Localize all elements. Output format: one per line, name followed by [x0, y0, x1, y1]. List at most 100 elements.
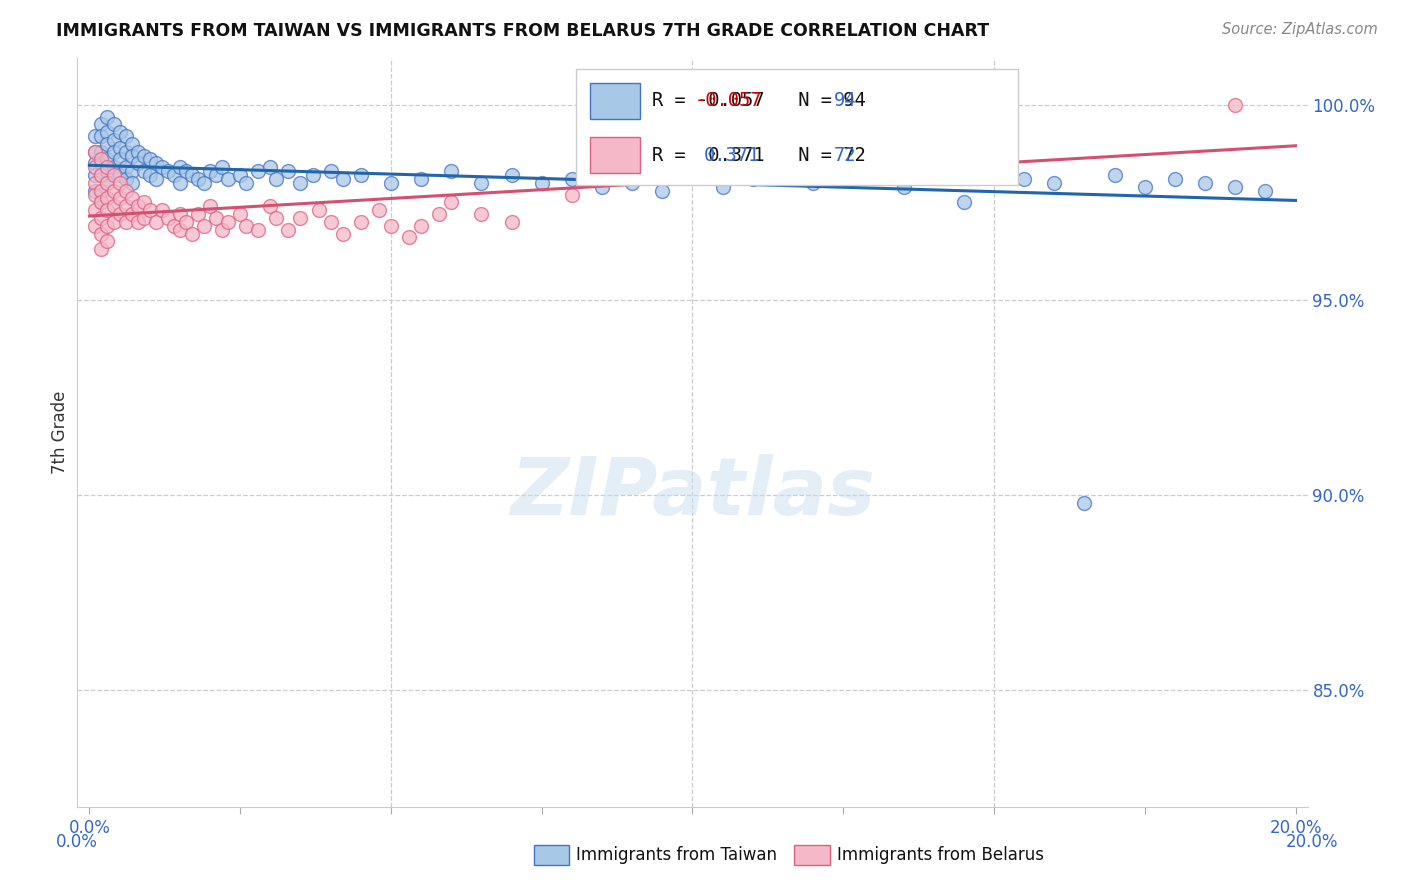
Point [470, 176, 492, 190]
Point [1254, 184, 1277, 198]
Point [247, 164, 270, 178]
Point [138, 168, 160, 182]
Point [90, 184, 112, 198]
Text: IMMIGRANTS FROM TAIWAN VS IMMIGRANTS FROM BELARUS 7TH GRADE CORRELATION CHART: IMMIGRANTS FROM TAIWAN VS IMMIGRANTS FRO… [56, 22, 990, 40]
Point [84, 184, 107, 198]
Point [156, 211, 179, 225]
Point [145, 172, 167, 186]
Point [114, 145, 136, 159]
Point [180, 168, 202, 182]
Point [96, 125, 118, 139]
Point [103, 145, 125, 159]
Point [350, 168, 373, 182]
Point [187, 207, 209, 221]
Point [90, 184, 112, 198]
Point [1225, 179, 1247, 194]
Point [114, 161, 136, 175]
Text: Immigrants from Taiwan: Immigrants from Taiwan [576, 847, 778, 864]
Point [121, 176, 143, 190]
Point [470, 207, 492, 221]
Point [114, 172, 136, 186]
Point [103, 133, 125, 147]
Point [84, 161, 107, 175]
Point [145, 156, 167, 170]
Point [90, 211, 112, 225]
Point [90, 168, 112, 182]
Point [1073, 496, 1095, 510]
Point [108, 176, 131, 190]
Point [121, 136, 143, 151]
Point [90, 242, 112, 256]
Point [90, 117, 112, 131]
Point [409, 172, 432, 186]
Point [108, 153, 131, 167]
Point [156, 164, 179, 178]
Point [127, 145, 149, 159]
Point [169, 176, 191, 190]
Text: 72: 72 [834, 146, 856, 165]
Point [174, 215, 197, 229]
Text: ZIPatlas: ZIPatlas [510, 453, 875, 532]
Point [229, 168, 252, 182]
Point [121, 164, 143, 178]
Point [290, 211, 312, 225]
Point [440, 164, 463, 178]
Point [621, 176, 644, 190]
Point [145, 215, 167, 229]
Point [103, 168, 125, 182]
Point [198, 199, 221, 213]
Point [84, 219, 107, 233]
Y-axis label: 7th Grade: 7th Grade [51, 391, 69, 475]
Point [150, 203, 173, 218]
Point [801, 176, 824, 190]
Point [205, 168, 228, 182]
Point [350, 215, 373, 229]
Point [380, 176, 402, 190]
Point [121, 207, 143, 221]
Point [132, 211, 155, 225]
Point [235, 176, 257, 190]
Point [530, 176, 553, 190]
Point [1012, 172, 1035, 186]
Point [121, 148, 143, 162]
Point [103, 161, 125, 175]
Point [380, 219, 402, 233]
Point [217, 215, 239, 229]
Point [169, 161, 191, 175]
Point [132, 164, 155, 178]
Point [96, 176, 118, 190]
Point [427, 207, 450, 221]
Point [187, 172, 209, 186]
Point [1225, 97, 1247, 112]
Point [103, 199, 125, 213]
Point [953, 195, 976, 210]
Point [96, 161, 118, 175]
Text: -0.057: -0.057 [695, 91, 762, 111]
Point [501, 168, 523, 182]
Point [96, 191, 118, 205]
Point [114, 199, 136, 213]
Point [174, 164, 197, 178]
Point [132, 148, 155, 162]
Point [103, 215, 125, 229]
Text: 20.0%: 20.0% [1286, 833, 1339, 851]
Point [1194, 176, 1216, 190]
Point [121, 191, 143, 205]
Point [96, 164, 118, 178]
Bar [794, 846, 830, 865]
Point [591, 179, 613, 194]
Text: 0.0%: 0.0% [56, 833, 98, 851]
Point [96, 153, 118, 167]
Point [84, 156, 107, 170]
Point [90, 168, 112, 182]
Point [96, 219, 118, 233]
Point [198, 164, 221, 178]
Point [103, 117, 125, 131]
Point [84, 145, 107, 159]
Bar [591, 137, 640, 173]
Point [108, 207, 131, 221]
Point [259, 199, 281, 213]
Point [259, 161, 281, 175]
Point [247, 223, 270, 237]
Point [235, 219, 257, 233]
